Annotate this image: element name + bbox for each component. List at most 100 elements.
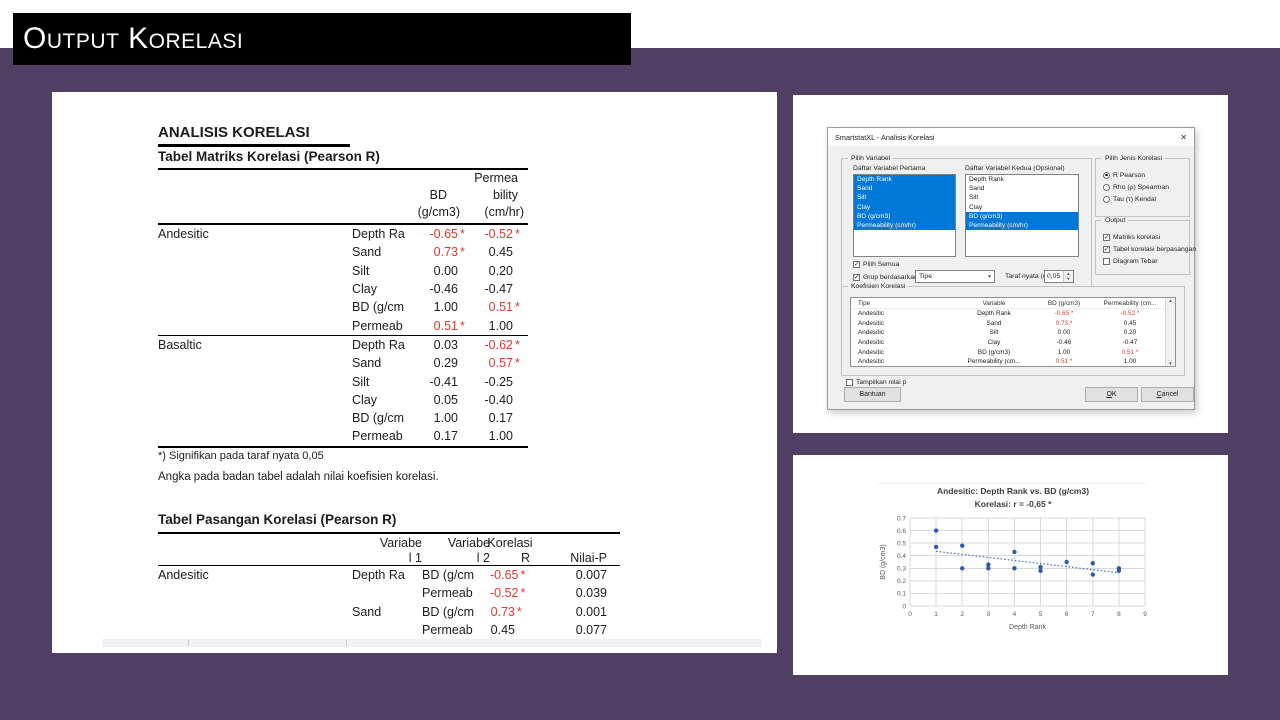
significance-asterisk xyxy=(515,623,530,637)
value: 1.00 xyxy=(488,318,513,333)
table-row[interactable]: Andesitic BD (g/cm3) 1.00 0.51 * xyxy=(851,347,1175,357)
list-item[interactable]: Silt xyxy=(969,194,979,202)
data-point xyxy=(1116,568,1122,573)
matrix-table-body: Andesitic Depth Ra -0.65 * -0.52 * Sand 0.73 * 0.… xyxy=(158,225,528,448)
vertical-scrollbar[interactable]: ▲ ▼ xyxy=(1165,298,1175,366)
group-koefisien-korelasi: Koefisien Korelasi Tipe Variable BD (g/cm3… xyxy=(841,283,1185,376)
value: -0.62 xyxy=(484,337,514,352)
checkbox-icon: ✓ xyxy=(853,261,860,268)
list-item[interactable]: Clay xyxy=(854,202,955,212)
tampilkan-nilai-p-checkbox[interactable]: Tampilkan nilai p xyxy=(846,378,906,387)
significance-asterisk xyxy=(513,264,528,278)
checkbox-label: Grup berdasarkan: xyxy=(863,274,920,281)
radio-option[interactable]: Rho (ρ) Spearman xyxy=(1103,181,1187,193)
matrix-row: Clay 0.05 -0.40 xyxy=(158,391,528,409)
value-cell: -0.47 xyxy=(473,282,528,296)
list-item[interactable]: Silt xyxy=(854,193,955,203)
value-cell: -0.40 xyxy=(473,393,528,407)
permeability-cell: 0.51 * xyxy=(1121,348,1139,356)
value-cell: 0.45 xyxy=(473,245,528,259)
checkbox-label: Matriks korelasi xyxy=(1113,233,1161,241)
pairs-row: Sand BD (g/cm 0.73 * 0.001 xyxy=(158,603,620,621)
horizontal-scrollbar[interactable] xyxy=(102,639,762,647)
y-axis-title: BD (g/cm3) xyxy=(880,544,887,579)
value-cell: 1.00 xyxy=(422,300,473,314)
list-item[interactable]: Sand xyxy=(854,184,955,194)
spin-up-icon[interactable]: ▲ xyxy=(1066,271,1071,276)
smartstat-dialog: SmartstatXL - Analisis Korelasi ✕ Pilih … xyxy=(827,127,1196,410)
value: -0.52 xyxy=(490,586,519,601)
value-cell: -0.52 * xyxy=(490,586,530,600)
value: 0.17 xyxy=(488,411,513,426)
data-point xyxy=(933,544,939,550)
x-tick-label: 5 xyxy=(1039,611,1043,618)
data-point xyxy=(986,566,991,571)
value-cell: 0.03 xyxy=(422,338,473,352)
table-row[interactable]: Andesitic Permeability (cm... 0.51 * 1.00 xyxy=(851,357,1175,367)
checkbox-option[interactable]: ✓ Matriks korelasi xyxy=(1103,231,1187,243)
scroll-down-icon[interactable]: ▼ xyxy=(1168,361,1173,366)
matrix-row: Silt 0.00 0.20 xyxy=(158,262,528,280)
footnote-body: Angka pada badan tabel adalah nilai koef… xyxy=(158,471,439,483)
slide-title: Output Korelasi xyxy=(23,22,244,55)
x-tick-label: 4 xyxy=(1013,611,1017,618)
spin-down-icon[interactable]: ▼ xyxy=(1066,275,1071,281)
list-item[interactable]: Permeability (cm/hr) xyxy=(854,220,955,231)
grup-berdasarkan-checkbox[interactable]: ✓ Grup berdasarkan: xyxy=(853,273,920,282)
chart-title: Andesitic: Depth Rank vs. BD (g/cm3) xyxy=(936,486,1090,496)
radio-icon xyxy=(1103,195,1110,203)
bantuan-button[interactable]: Bantuan xyxy=(844,387,901,402)
list-item[interactable]: BD (g/cm3) xyxy=(966,211,1078,221)
value: 0.17 xyxy=(433,429,458,444)
matrix-row: Permeab 0.51 * 1.00 xyxy=(158,316,528,334)
scroll-up-icon[interactable]: ▲ xyxy=(1168,298,1173,303)
pilih-semua-checkbox[interactable]: ✓ Pilih Semua xyxy=(853,260,899,269)
list-item[interactable]: Sand xyxy=(969,185,985,193)
value: 0.03 xyxy=(433,337,458,352)
data-point xyxy=(1012,549,1017,555)
ok-button[interactable]: OK xyxy=(1085,387,1138,402)
output-options: ✓ Matriks korelasi ✓ Tabel korelasi berpasa… xyxy=(1103,231,1196,267)
significance-asterisk: * xyxy=(520,586,526,601)
cancel-button[interactable]: Cancel xyxy=(1141,387,1194,402)
y-tick-label: 0 xyxy=(902,603,906,610)
radio-option[interactable]: Tau (τ) Kendal xyxy=(1103,193,1187,205)
checkbox-label: Diagram Tebar xyxy=(1113,257,1158,265)
grup-dropdown[interactable]: Tipe ▾ xyxy=(915,270,995,283)
data-point xyxy=(1038,568,1043,573)
list2-label: Daftar Variabel Kedua (Opsional) xyxy=(965,165,1065,172)
list-item[interactable]: BD (g/cm3) xyxy=(854,211,955,221)
table-row[interactable]: Andesitic Silt 0.00 0.20 xyxy=(851,328,1175,338)
significance-asterisk xyxy=(458,264,473,278)
list-item[interactable]: Clay xyxy=(969,203,983,211)
value: -0.46 xyxy=(429,282,459,297)
col-header-korelasi: Korelasi xyxy=(487,535,533,550)
list-item[interactable]: Depth Rank xyxy=(969,176,1004,183)
table-row[interactable]: Andesitic Clay -0.46 -0.47 xyxy=(851,338,1175,348)
significance-asterisk xyxy=(458,429,473,443)
col-header-r: R xyxy=(520,550,530,565)
table-row[interactable]: Andesitic Depth Rank -0.65 * -0.52 * xyxy=(851,309,1175,319)
variable-cell: Permeab xyxy=(352,318,403,333)
col-header-permeability: bility xyxy=(492,188,518,202)
significance-asterisk xyxy=(458,282,473,296)
y-tick-label: 0.7 xyxy=(897,515,906,522)
tipe-cell: Andesitic xyxy=(858,329,884,337)
radio-option[interactable]: R Pearson xyxy=(1103,169,1187,181)
permeability-cell: 0.20 xyxy=(1123,329,1137,337)
y-tick-label: 0.4 xyxy=(897,553,906,560)
spinner-buttons[interactable]: ▲ ▼ xyxy=(1063,271,1073,282)
list-item[interactable]: Permeability (cm/hr) xyxy=(966,220,1078,231)
permeability-cell: 0.45 xyxy=(1123,319,1137,327)
table-row[interactable]: Andesitic Sand 0.73 * 0.45 xyxy=(851,319,1175,329)
variable-cell: BD (g/cm xyxy=(352,300,405,315)
list-item[interactable]: Depth Rank xyxy=(854,175,955,185)
second-variables-listbox[interactable]: Depth Rank Sand Silt Clay BD (g/cm3) Permeabi… xyxy=(965,174,1079,257)
taraf-nyata-spinner[interactable]: 0,05 ▲ ▼ xyxy=(1044,270,1074,283)
group-name-cell: Andesitic xyxy=(158,227,209,242)
significance-asterisk xyxy=(458,300,473,314)
first-variables-listbox[interactable]: Depth Rank Sand Silt Clay BD (g/cm3) Permeabi… xyxy=(853,174,956,257)
close-icon[interactable]: ✕ xyxy=(1180,132,1187,142)
checkbox-option[interactable]: Diagram Tebar xyxy=(1103,255,1187,267)
checkbox-option[interactable]: ✓ Tabel korelasi berpasangan xyxy=(1103,243,1196,255)
